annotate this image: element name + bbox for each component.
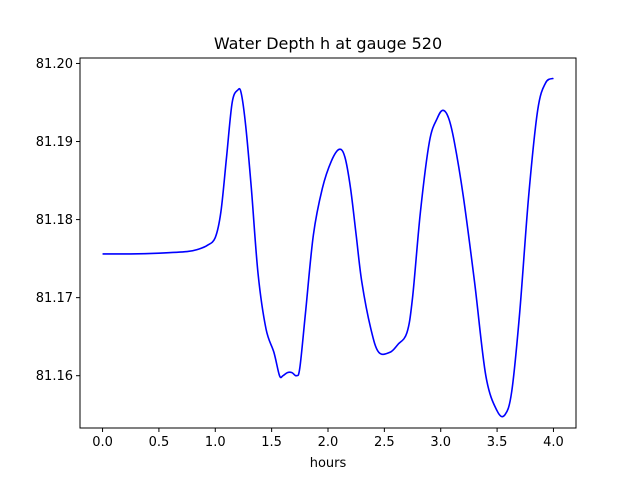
x-tick-label: 4.0 bbox=[543, 435, 564, 450]
series-line bbox=[102, 77, 554, 418]
y-axis: 81.16 81.17 81.18 81.19 81.20 bbox=[36, 57, 80, 384]
x-tick-label: 3.0 bbox=[430, 435, 451, 450]
x-tick-label: 0.5 bbox=[149, 435, 170, 450]
y-tick-label: 81.19 bbox=[36, 135, 73, 150]
y-tick-label: 81.18 bbox=[36, 213, 73, 228]
x-tick-label: 1.5 bbox=[261, 435, 282, 450]
x-tick-label: 2.0 bbox=[318, 435, 339, 450]
x-tick-label: 1.0 bbox=[205, 435, 226, 450]
y-tick-label: 81.17 bbox=[36, 291, 73, 306]
y-tick-label: 81.16 bbox=[36, 369, 73, 384]
plot-frame bbox=[79, 57, 577, 429]
plot-area bbox=[102, 77, 554, 418]
chart-title: Water Depth h at gauge 520 bbox=[214, 34, 442, 53]
x-axis: 0.0 0.5 1.0 1.5 2.0 2.5 3.0 3.5 4.0 bbox=[92, 428, 564, 450]
x-axis-label: hours bbox=[310, 456, 347, 471]
x-tick-label: 3.5 bbox=[487, 435, 508, 450]
x-tick-label: 0.0 bbox=[92, 435, 113, 450]
y-tick-label: 81.20 bbox=[36, 57, 73, 72]
x-tick-label: 2.5 bbox=[374, 435, 395, 450]
